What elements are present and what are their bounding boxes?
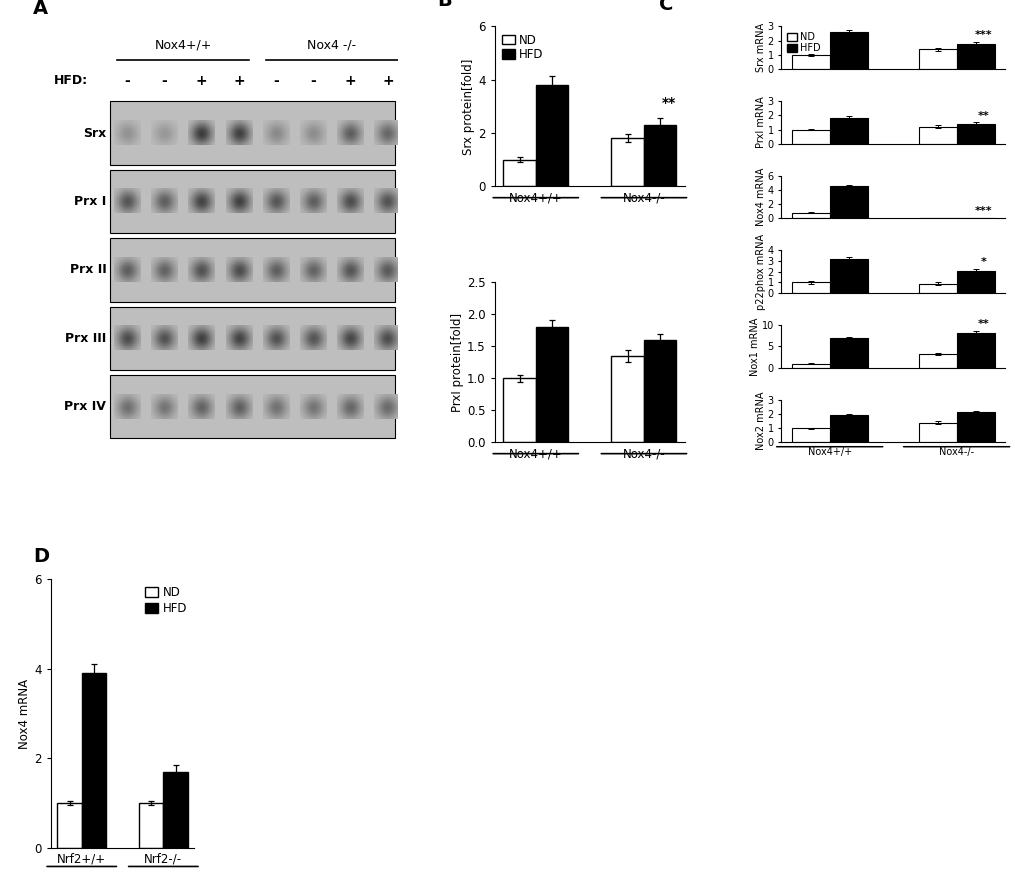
- Text: Nox4 -/-: Nox4 -/-: [308, 39, 356, 52]
- Bar: [956, 333, 995, 368]
- Y-axis label: Nox2 mRNA: Nox2 mRNA: [756, 392, 766, 450]
- Text: B: B: [437, 0, 453, 11]
- Bar: [611, 139, 644, 186]
- Bar: [919, 127, 956, 144]
- Text: ***: ***: [974, 207, 992, 216]
- Text: +: +: [345, 73, 356, 87]
- Bar: [792, 55, 829, 69]
- Bar: [792, 213, 829, 218]
- Text: **: **: [977, 110, 990, 121]
- Legend: ND, HFD: ND, HFD: [787, 32, 821, 54]
- Bar: [139, 803, 163, 848]
- Bar: [110, 306, 395, 370]
- Bar: [829, 415, 868, 442]
- Text: +: +: [233, 73, 245, 87]
- Bar: [829, 186, 868, 218]
- Bar: [829, 117, 868, 144]
- Bar: [792, 130, 829, 144]
- Bar: [110, 170, 395, 233]
- Text: Prx I: Prx I: [74, 195, 107, 208]
- Y-axis label: Srx mRNA: Srx mRNA: [756, 23, 766, 72]
- Text: Srx: Srx: [83, 126, 107, 140]
- Y-axis label: PrxI mRNA: PrxI mRNA: [756, 96, 766, 148]
- Legend: ND, HFD: ND, HFD: [500, 33, 545, 63]
- Legend: ND, HFD: ND, HFD: [144, 585, 189, 616]
- Y-axis label: Srx protein[fold]: Srx protein[fold]: [463, 58, 475, 155]
- Bar: [919, 49, 956, 69]
- Bar: [57, 803, 82, 848]
- Text: HFD:: HFD:: [54, 74, 88, 87]
- Y-axis label: Nox1 mRNA: Nox1 mRNA: [750, 317, 760, 375]
- Bar: [792, 283, 829, 293]
- Bar: [829, 259, 868, 293]
- Text: +: +: [382, 73, 394, 87]
- Text: ***: ***: [974, 30, 992, 41]
- Text: *: *: [980, 258, 987, 268]
- Bar: [110, 102, 395, 165]
- Bar: [919, 283, 956, 293]
- Text: -: -: [124, 73, 130, 87]
- Y-axis label: p22phox mRNA: p22phox mRNA: [756, 234, 766, 310]
- Bar: [919, 354, 956, 368]
- Text: **: **: [977, 320, 990, 329]
- Bar: [611, 356, 644, 442]
- Text: Prx III: Prx III: [65, 332, 107, 344]
- Bar: [919, 423, 956, 442]
- Bar: [536, 328, 568, 442]
- Text: A: A: [33, 0, 49, 19]
- Bar: [829, 32, 868, 69]
- Bar: [644, 125, 676, 186]
- Bar: [829, 338, 868, 368]
- Bar: [110, 375, 395, 438]
- Bar: [792, 428, 829, 442]
- Bar: [503, 160, 536, 186]
- Y-axis label: Nox4 mRNA: Nox4 mRNA: [756, 168, 766, 226]
- Text: **: **: [662, 96, 676, 110]
- Text: -: -: [161, 73, 167, 87]
- Bar: [644, 340, 676, 442]
- Bar: [792, 364, 829, 368]
- Text: -: -: [311, 73, 317, 87]
- Text: -: -: [273, 73, 279, 87]
- Text: C: C: [659, 0, 673, 14]
- Text: +: +: [196, 73, 207, 87]
- Text: Prx IV: Prx IV: [65, 400, 107, 413]
- Text: Nox4+/+: Nox4+/+: [154, 39, 212, 52]
- Bar: [503, 379, 536, 442]
- Text: Prx II: Prx II: [70, 263, 107, 276]
- Bar: [110, 238, 395, 301]
- Bar: [536, 85, 568, 186]
- Y-axis label: Nox4 mRNA: Nox4 mRNA: [18, 678, 31, 749]
- Bar: [163, 772, 188, 848]
- Bar: [956, 271, 995, 293]
- Y-axis label: PrxI protein[fold]: PrxI protein[fold]: [452, 313, 464, 412]
- Bar: [956, 124, 995, 144]
- Bar: [956, 43, 995, 69]
- Text: D: D: [33, 547, 50, 566]
- Bar: [956, 411, 995, 442]
- Bar: [82, 673, 107, 848]
